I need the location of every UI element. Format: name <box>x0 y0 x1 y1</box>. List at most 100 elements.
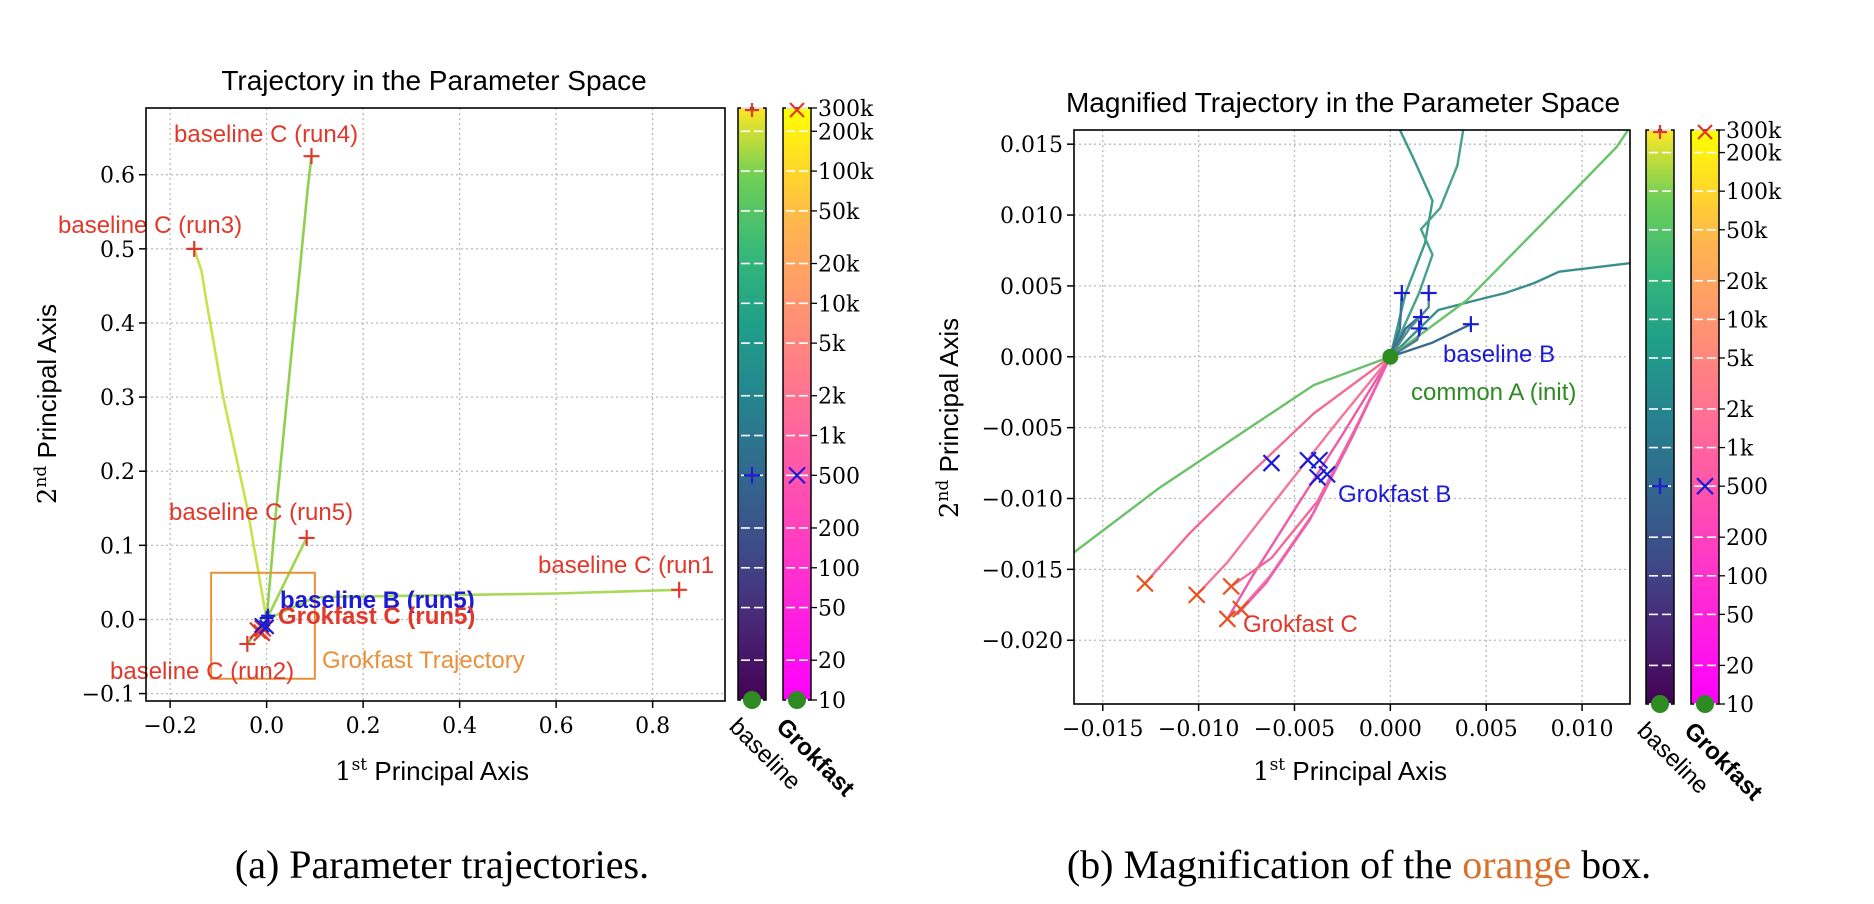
label-grokfast-c-run5: Grokfast C (run5) <box>278 603 475 630</box>
panel-a-x-tick-label: −0.2 <box>143 714 196 739</box>
colorbar-tick-label: 500 <box>1726 475 1768 500</box>
panel-a-y-tick-label: 0.4 <box>100 312 135 337</box>
colorbar-tick-label: 200k <box>1726 142 1782 167</box>
panel-b-y-tick-label: −0.010 <box>982 487 1063 512</box>
panel-b-y-tick-label: 0.005 <box>1000 275 1063 300</box>
baseline-trajectory <box>1389 292 1403 358</box>
colorbar-tick-label: 200 <box>818 517 860 542</box>
panel-b-y-axis-label: 2nd Principal Axis <box>933 318 965 518</box>
panel-a-y-tick-label: 0.3 <box>100 386 135 411</box>
panel-a-y-ticks: −0.1 0.0 0.1 0.2 0.3 0.4 0.5 0.6 <box>82 164 146 708</box>
grokfast-trajectory <box>1195 356 1392 596</box>
grokfast-b-marker <box>254 617 270 634</box>
panel-b-x-tick-label: −0.015 <box>1062 717 1143 742</box>
baseline-c-marker <box>186 240 203 257</box>
grokfast-b-marker <box>258 619 275 635</box>
panel-b-x-axis-label: 1st Principal Axis <box>1253 755 1447 787</box>
panel-a-plot-frame <box>145 107 726 702</box>
panel-b-y-tick-label: −0.005 <box>982 417 1063 442</box>
panel-a-x-axis-label: 1st Principal Axis <box>335 755 529 787</box>
panel-a-markers <box>186 148 688 652</box>
label-baseline-c-run4: baseline C (run4) <box>174 121 358 148</box>
colorbar-tick-label: 200 <box>1726 526 1768 551</box>
colorbar-tick-label: 20 <box>818 649 846 674</box>
baseline-c-marker <box>239 635 256 652</box>
baseline-trajectory <box>1389 130 1465 358</box>
label-baseline-c-run1: baseline C (run1 <box>538 552 714 579</box>
panel-a-axes <box>145 107 726 702</box>
orange-box <box>210 571 316 680</box>
colorbar-start-marker <box>788 691 806 709</box>
label-baseline-b: baseline B <box>1443 341 1555 368</box>
colorbar-tick-label: 200k <box>818 120 874 145</box>
panel-b-x-tick-label: 0.000 <box>1359 717 1422 742</box>
baseline-c-trajectory <box>265 537 308 621</box>
grokfast-b-marker <box>1310 451 1329 470</box>
grokfast-c-marker <box>1222 577 1240 596</box>
baseline-c-marker <box>298 529 315 546</box>
baseline-trajectory <box>1074 355 1391 554</box>
baseline-c-trajectory <box>265 156 313 620</box>
panel-b-y-tick-label: 0.010 <box>1000 204 1063 229</box>
colorbar-tick-label: 20 <box>1726 654 1754 679</box>
panel-b-x-tick-label: 0.010 <box>1551 717 1614 742</box>
panel-b-y-tick-label: −0.015 <box>982 558 1063 583</box>
colorbar-tick-label: 50 <box>818 597 846 622</box>
panel-a-x-tick-label: 0.4 <box>442 714 477 739</box>
colorbar-tick-label: 50 <box>1726 603 1754 628</box>
panel-a-y-tick-label: 0.1 <box>100 534 135 559</box>
baseline-b-marker <box>1411 320 1428 337</box>
colorbar-marker-grokfast-b <box>788 466 806 485</box>
grokfast-trajectory <box>1226 356 1392 620</box>
colorbar-start-marker <box>743 691 761 709</box>
panel-a-x-ticks: −0.2 0.0 0.2 0.4 0.6 0.8 <box>143 701 670 739</box>
grokfast-c-marker <box>1136 574 1154 593</box>
colorbar-start-marker <box>1651 695 1669 713</box>
colorbar-tick-label: 10k <box>1726 308 1768 333</box>
colorbar-tick-label: 500 <box>818 464 860 489</box>
label-baseline-c-run5: baseline C (run5) <box>169 499 353 526</box>
colorbar-tick-label: 5k <box>1726 347 1754 372</box>
panel-b-x-tick-label: 0.005 <box>1455 717 1518 742</box>
caption-b-orange-word: orange <box>1462 842 1571 887</box>
panel-a-grid <box>146 108 725 701</box>
grokfast-c-marker <box>253 619 272 638</box>
grokfast-b-marker <box>1318 465 1336 484</box>
baseline-b-marker <box>1462 316 1479 333</box>
colorbar-tick-label: 300k <box>1726 119 1782 144</box>
colorbar-tick-label: 100k <box>1726 180 1782 205</box>
baseline-b-marker <box>259 610 274 625</box>
panel-b-y-tick-label: 0.015 <box>1000 133 1063 158</box>
panel-b-y-ticks: −0.020 −0.015 −0.010 −0.005 0.000 0.005 0.010 0… <box>982 133 1074 654</box>
colorbar-tick-label: 2k <box>818 385 846 410</box>
colorbar-marker-baseline-b <box>1652 478 1668 495</box>
colorbar-end-marker-grokfast <box>1697 124 1713 140</box>
grokfast-c-marker <box>1187 586 1206 604</box>
common-a-marker <box>1382 348 1399 365</box>
label-grokfast-trajectory: Grokfast Trajectory <box>322 647 525 674</box>
colorbar-marker-baseline-b <box>744 467 760 484</box>
panel-b-labels: baseline B common A (init) Grokfast B Gr… <box>1243 341 1576 638</box>
baseline-b-marker <box>1393 284 1410 301</box>
label-baseline-c-run3: baseline C (run3) <box>58 212 242 239</box>
baseline-c-marker <box>303 148 320 165</box>
grokfast-b-marker <box>1262 454 1281 472</box>
panel-a-x-tick-label: 0.8 <box>635 714 670 739</box>
colorbars: 300k200k100k50k20k10k5k2k1k5002001005020… <box>724 97 1782 806</box>
panel-b-y-tick-label: 0.000 <box>1000 346 1063 371</box>
baseline-b-marker <box>1420 284 1437 301</box>
baseline-c-marker <box>671 581 688 598</box>
panel-b-trajectories <box>1074 130 1630 620</box>
colorbar-end-marker-baseline <box>745 103 759 117</box>
panel-a-y-tick-label: 0.0 <box>100 608 135 633</box>
colorbar-marker-grokfast-b <box>1696 477 1714 495</box>
colorbar-tick-label: 1k <box>818 425 846 450</box>
panel-b-x-tick-label: −0.010 <box>1158 717 1239 742</box>
label-baseline-b-run5: baseline B (run5) <box>280 587 475 614</box>
grokfast-b-marker <box>1308 468 1327 487</box>
colorbar-end-marker-baseline <box>1653 125 1667 139</box>
panel-b-title: Magnified Trajectory in the Parameter Sp… <box>1066 87 1620 118</box>
panel-a: Trajectory in the Parameter Space baseli… <box>31 65 726 787</box>
panel-b-markers <box>1136 284 1479 628</box>
panel-a-x-tick-label: 0.6 <box>539 714 574 739</box>
